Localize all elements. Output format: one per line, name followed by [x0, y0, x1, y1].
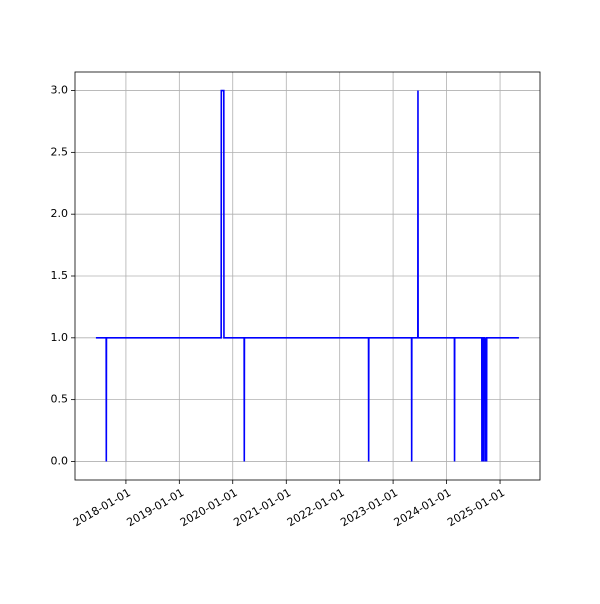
y-tick-label: 2.0 [51, 207, 69, 220]
y-tick-label: 0.5 [51, 393, 69, 406]
y-tick-label: 3.0 [51, 84, 69, 97]
y-tick-label: 1.0 [51, 331, 69, 344]
y-tick-label: 1.5 [51, 269, 69, 282]
y-tick-label: 2.5 [51, 145, 69, 158]
y-tick-label: 0.0 [51, 454, 69, 467]
plot-frame [74, 71, 541, 481]
data-line [95, 89, 519, 462]
